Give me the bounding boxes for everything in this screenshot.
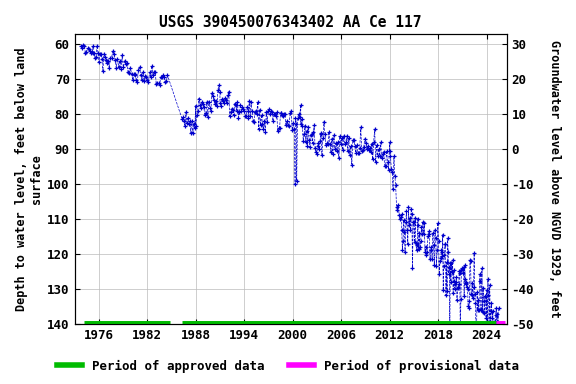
Legend: Period of approved data, Period of provisional data: Period of approved data, Period of provi… — [52, 355, 524, 378]
Title: USGS 390450076343402 AA Ce 117: USGS 390450076343402 AA Ce 117 — [160, 15, 422, 30]
Y-axis label: Depth to water level, feet below land
surface: Depth to water level, feet below land su… — [15, 47, 43, 311]
Y-axis label: Groundwater level above NGVD 1929, feet: Groundwater level above NGVD 1929, feet — [548, 40, 561, 318]
